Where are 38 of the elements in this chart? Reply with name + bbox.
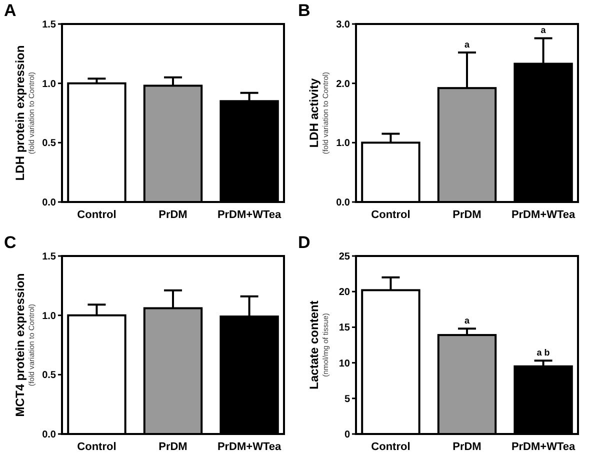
x-tick-label: Control bbox=[77, 209, 116, 221]
x-tick-label: Control bbox=[371, 209, 410, 221]
x-tick-label: PrDM+WTea bbox=[217, 441, 282, 453]
x-tick-label: PrDM bbox=[158, 209, 188, 221]
x-tick-label: PrDM bbox=[452, 209, 482, 221]
annotation: a bbox=[464, 316, 470, 326]
y-tick-label: 2.0 bbox=[336, 78, 350, 90]
x-tick-label: PrDM+WTea bbox=[217, 209, 282, 221]
y-tick-label: 3.0 bbox=[336, 20, 350, 30]
annotation: a bbox=[464, 39, 470, 50]
y-tick-label: 0.0 bbox=[42, 430, 56, 440]
x-tick-label: PrDM+WTea bbox=[511, 209, 576, 221]
y-tick-label: 0 bbox=[344, 430, 350, 440]
y-tick-label: 0.0 bbox=[336, 198, 350, 208]
x-tick-label: PrDM bbox=[158, 441, 188, 453]
y-tick-label: 1.5 bbox=[42, 252, 56, 262]
chart-title: B bbox=[298, 1, 310, 20]
y-tick-label: 1.0 bbox=[42, 310, 56, 322]
x-tick-label: PrDM bbox=[452, 441, 482, 453]
y-tick-label: 5 bbox=[344, 394, 350, 405]
y-tick-label: 0.0 bbox=[42, 198, 56, 208]
y-tick-label: 10 bbox=[338, 358, 350, 370]
y-tick-label: 15 bbox=[338, 322, 350, 334]
y-tick-label: 0.5 bbox=[42, 370, 56, 382]
x-tick-label: Control bbox=[371, 441, 410, 453]
y-tick-label: 1.0 bbox=[42, 78, 56, 90]
y-tick-label: 25 bbox=[338, 252, 350, 262]
x-tick-label: Control bbox=[77, 441, 116, 453]
annotation: a bbox=[540, 25, 547, 36]
chart-title: A bbox=[4, 1, 16, 20]
y-tick-label: 0.5 bbox=[42, 138, 56, 150]
chart-title: C bbox=[4, 233, 16, 252]
y-tick-label: 1.0 bbox=[336, 138, 350, 150]
x-tick-label: PrDM+WTea bbox=[511, 441, 576, 453]
annotation: a b bbox=[536, 348, 550, 358]
y-tick-label: 1.5 bbox=[42, 20, 56, 30]
y-tick-label: 20 bbox=[338, 287, 350, 298]
chart-title: D bbox=[298, 233, 310, 252]
